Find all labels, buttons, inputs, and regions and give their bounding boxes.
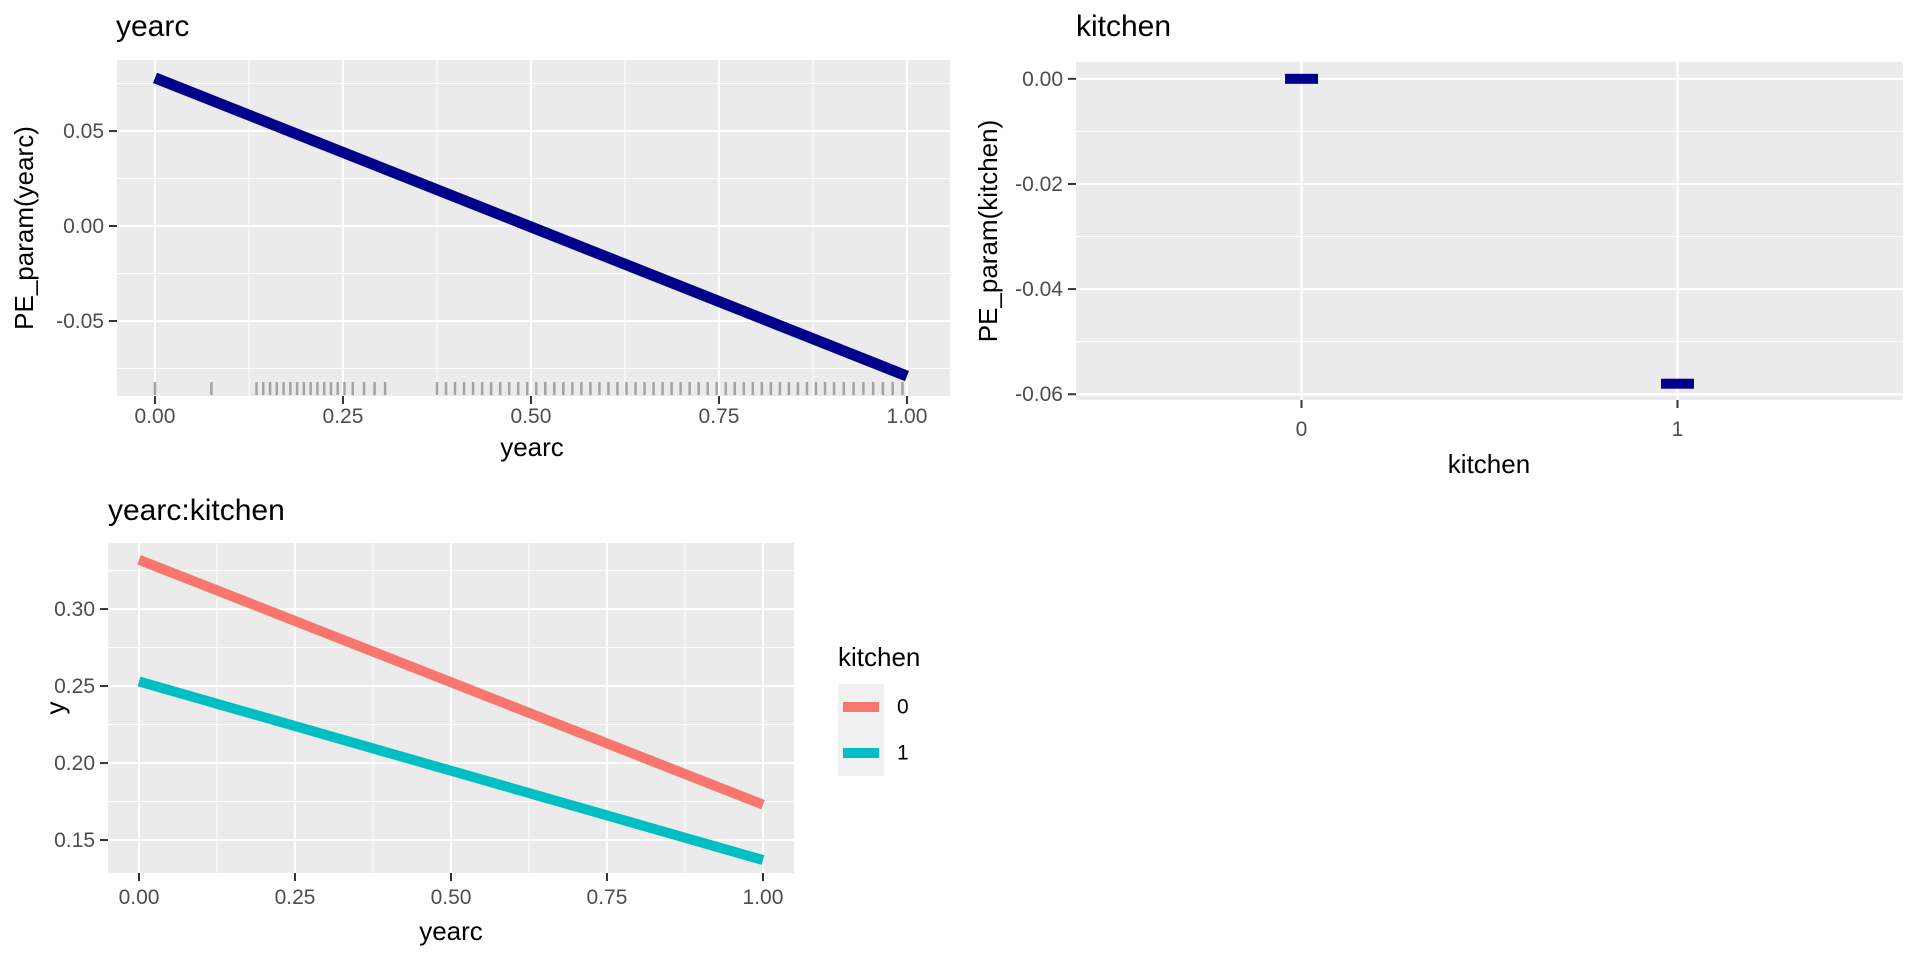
y-tick-label: 0.20 (54, 752, 95, 775)
plot-panel (1076, 62, 1903, 400)
legend-label-0: 0 (897, 695, 909, 719)
chart2-y-axis-title: PE_param(kitchen) (973, 119, 1003, 343)
x-tick-label: 0 (1296, 418, 1308, 441)
x-tick-label: 0.75 (699, 405, 740, 428)
chart2-title: kitchen (1076, 10, 1172, 43)
y-tick-label: -0.06 (1015, 383, 1063, 406)
chart1-x-axis-title: yearc (500, 432, 564, 462)
legend-swatch-0 (843, 702, 879, 712)
crossbar-0 (1285, 73, 1319, 84)
y-tick-label: -0.02 (1015, 173, 1063, 196)
chart1-title: yearc (116, 10, 190, 43)
chart-yearc: 0.00 0.25 0.50 0.75 1.00 0.05 0.00 -0.05 (56, 60, 950, 428)
y-tick-label: 0.00 (63, 215, 104, 238)
chart1-y-axis-title: PE_param(yearc) (9, 126, 39, 330)
legend-key-0 (838, 684, 884, 730)
x-tick-label: 1 (1672, 418, 1684, 441)
crossbar-1 (1660, 378, 1694, 389)
chart-kitchen: 0 1 0.00 -0.02 -0.04 -0.06 (1015, 62, 1903, 441)
y-tick-label: -0.04 (1015, 278, 1063, 301)
x-tick-label: 0.50 (511, 405, 552, 428)
chart3-y-axis-title: y (40, 701, 70, 715)
series-line-0 (137, 555, 765, 810)
x-tick-label: 1.00 (887, 405, 928, 428)
legend-title: kitchen (838, 642, 921, 672)
y-tick-label: -0.05 (56, 310, 104, 333)
rug-marks (153, 382, 904, 395)
x-tick-label: 0.25 (323, 405, 364, 428)
x-tick-label: 0.00 (119, 886, 160, 909)
y-tick-label: 0.25 (54, 675, 95, 698)
chart-yearc-kitchen: 0.00 0.25 0.50 0.75 1.00 0.30 0.25 0.20 0.15 (54, 543, 794, 909)
legend-label-1: 1 (897, 741, 909, 765)
series-line-PE_param(yearc) (152, 72, 910, 382)
chart3-title: yearc:kitchen (108, 494, 285, 527)
legend-swatch-1 (843, 748, 879, 758)
chart3-x-axis-title: yearc (419, 916, 483, 946)
series-line-1 (137, 676, 765, 865)
legend-key-1 (838, 730, 884, 776)
y-tick-label: 0.00 (1022, 68, 1063, 91)
x-tick-label: 0.25 (275, 886, 316, 909)
x-tick-label: 0.00 (135, 405, 176, 428)
x-tick-label: 0.50 (431, 886, 472, 909)
y-tick-label: 0.30 (54, 598, 95, 621)
y-tick-label: 0.15 (54, 829, 95, 852)
x-tick-label: 1.00 (743, 886, 784, 909)
y-tick-label: 0.05 (63, 120, 104, 143)
x-tick-label: 0.75 (587, 886, 628, 909)
chart2-x-axis-title: kitchen (1447, 449, 1531, 479)
